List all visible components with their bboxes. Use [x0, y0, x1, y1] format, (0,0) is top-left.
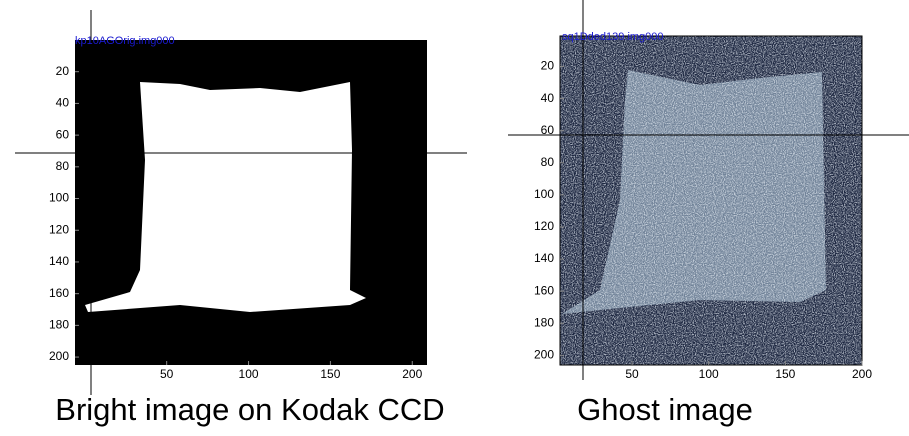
x-tick-label: 100 [699, 367, 719, 381]
y-tick-label: 160 [49, 286, 69, 300]
y-tick-label: 40 [541, 91, 555, 105]
y-tick-label: 140 [49, 254, 69, 268]
y-tick-label: 120 [49, 222, 69, 236]
y-tick-label: 80 [541, 155, 555, 169]
y-tick-label: 100 [534, 187, 554, 201]
y-tick-label: 100 [49, 191, 69, 205]
y-tick-label: 200 [534, 348, 554, 362]
y-tick-label: 180 [49, 318, 69, 332]
x-tick-label: 150 [775, 367, 795, 381]
caption: Bright image on Kodak CCD [55, 392, 444, 427]
ghost-image [560, 36, 862, 365]
y-tick-label: 200 [49, 349, 69, 363]
y-tick-label: 160 [534, 283, 554, 297]
x-tick-label: 150 [320, 367, 340, 381]
y-tick-label: 60 [541, 123, 555, 137]
caption: Ghost image [577, 392, 753, 427]
image-title: kp10AGOrig.img000 [75, 35, 175, 47]
x-tick-label: 50 [625, 367, 639, 381]
figure: 20 40 60 80 100 120 140 160 180 200 50 100 150 200 kp1… [0, 0, 909, 431]
x-tick-label: 200 [402, 367, 422, 381]
y-tick-label: 40 [56, 96, 70, 110]
x-tick-label: 100 [239, 367, 259, 381]
y-tick-label: 60 [56, 127, 70, 141]
x-tick-label: 50 [160, 367, 174, 381]
y-tick-label: 80 [56, 159, 70, 173]
y-tick-label: 180 [534, 315, 554, 329]
image-title: sq1Dded139.img000 [562, 31, 664, 43]
y-tick-label: 140 [534, 251, 554, 265]
y-tick-label: 20 [541, 59, 555, 73]
y-tick-label: 20 [56, 64, 70, 78]
y-tick-label: 120 [534, 219, 554, 233]
x-tick-label: 200 [852, 367, 872, 381]
